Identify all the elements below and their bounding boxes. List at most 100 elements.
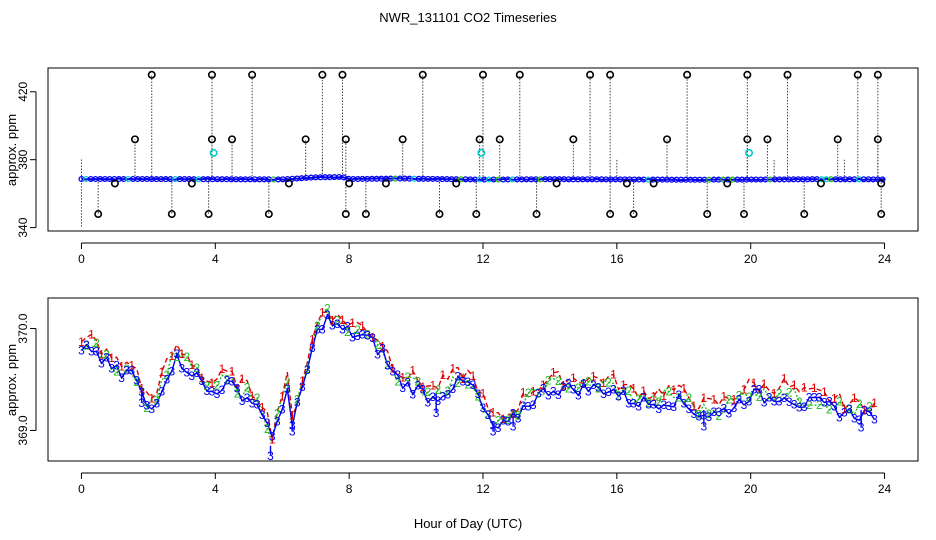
low-point: [435, 210, 444, 219]
dip-marker-3: 3: [138, 396, 145, 410]
x-tick-label: 8: [346, 252, 353, 266]
series-marker-1: 1: [439, 368, 446, 382]
series-marker-1: 1: [148, 391, 155, 405]
y-tick-label: 370.0: [16, 313, 30, 343]
series-marker-3: 3: [184, 366, 191, 380]
series-marker-2: 2: [264, 422, 271, 436]
series-marker-3: 3: [530, 398, 537, 412]
series-marker-3: 3: [680, 397, 687, 411]
series-marker-2: 2: [856, 397, 863, 411]
series-marker-1: 1: [590, 369, 597, 383]
series-marker-3: 3: [650, 398, 657, 412]
series-marker-3: 3: [113, 358, 120, 372]
series-marker-1: 1: [791, 378, 798, 392]
series-marker-1: 1: [530, 385, 537, 399]
series-marker-1: 1: [359, 319, 366, 333]
x-tick-label: 12: [476, 252, 490, 266]
series-marker-2: 2: [866, 399, 873, 413]
series-marker-1: 1: [178, 347, 185, 361]
series-marker-3: 3: [781, 391, 788, 405]
series-marker-1: 1: [831, 392, 838, 406]
series-marker-1: 1: [500, 412, 507, 426]
x-tick-label: 12: [476, 482, 490, 496]
x-axis-label: Hour of Day (UTC): [414, 516, 522, 531]
series-marker-1: 1: [279, 390, 286, 404]
spike-point-mid: [301, 135, 310, 144]
series-marker-1: 1: [510, 407, 517, 421]
series-marker-3: 3: [540, 382, 547, 396]
series-marker-1: 1: [108, 351, 115, 365]
series-marker-3: 3: [726, 407, 733, 421]
series-marker-2: 2: [194, 361, 201, 375]
x-tick-label: 24: [878, 482, 892, 496]
series-marker-3: 3: [731, 401, 738, 415]
spike-point-mid: [763, 135, 772, 144]
series-marker-1: 1: [630, 382, 637, 396]
series-marker-1: 1: [239, 372, 246, 386]
series-marker-3: 3: [189, 369, 196, 383]
series-marker-1: 1: [460, 372, 467, 386]
series-marker-2: 2: [314, 319, 321, 333]
series-marker-3: 3: [505, 415, 512, 429]
series-marker-1: 1: [700, 391, 707, 405]
series-marker-3: 3: [700, 408, 707, 422]
series-marker-1: 1: [841, 402, 848, 416]
near-base-point: [723, 179, 732, 188]
dip-marker-3: 3: [701, 419, 708, 433]
series-marker-3: 3: [269, 430, 276, 444]
series-marker-3: 3: [98, 356, 105, 370]
series-marker-1: 1: [861, 403, 868, 417]
near-base-point: [452, 179, 461, 188]
series-marker-2: 2: [625, 384, 632, 398]
series-marker-3: 3: [133, 374, 140, 388]
spike-point-mid: [131, 135, 140, 144]
low-point: [606, 210, 615, 219]
series-marker-1: 1: [219, 362, 226, 376]
series-marker-3: 3: [761, 396, 768, 410]
series-marker-3: 3: [204, 384, 211, 398]
near-base-point: [552, 179, 561, 188]
series-marker-1: 1: [249, 389, 256, 403]
series-marker-2: 2: [455, 376, 462, 390]
series-marker-3: 3: [660, 398, 667, 412]
series-marker-3: 3: [495, 421, 502, 435]
x-tick-label: 0: [78, 482, 85, 496]
dip-marker-3: 3: [267, 449, 274, 463]
series-marker-1: 1: [761, 377, 768, 391]
series-marker-3: 3: [349, 330, 356, 344]
series-marker-1: 1: [610, 367, 617, 381]
series-marker-3: 3: [470, 378, 477, 392]
series-marker-3: 3: [736, 393, 743, 407]
series-marker-3: 3: [831, 399, 838, 413]
series-marker-3: 3: [851, 412, 858, 426]
series-marker-3: 3: [178, 362, 185, 376]
series-marker-3: 3: [434, 394, 441, 408]
series-marker-1: 1: [309, 332, 316, 346]
series-marker-3: 3: [856, 413, 863, 427]
series-marker-3: 3: [826, 395, 833, 409]
spike-point-high: [318, 70, 327, 79]
spike-point-high: [743, 70, 752, 79]
series-marker-1: 1: [389, 361, 396, 375]
series-marker-2: 2: [635, 392, 642, 406]
series-marker-2: 2: [133, 375, 140, 389]
series-marker-1: 1: [199, 371, 206, 385]
series-marker-1: 1: [269, 432, 276, 446]
plot-frame-top: [47, 67, 919, 232]
series-marker-2: 2: [334, 314, 341, 328]
series-marker-2: 2: [515, 409, 522, 423]
series-marker-2: 2: [525, 386, 532, 400]
series-marker-1: 1: [660, 389, 667, 403]
dip-marker-3: 3: [490, 424, 497, 438]
series-marker-1: 1: [369, 330, 376, 344]
series-marker-3: 3: [796, 400, 803, 414]
spike-point-mid: [475, 135, 484, 144]
series-marker-1: 1: [98, 347, 105, 361]
x-tick-label: 20: [744, 252, 758, 266]
x-tick-label: 0: [78, 252, 85, 266]
series-marker-3: 3: [148, 402, 155, 416]
series-marker-3: 3: [445, 388, 452, 402]
spike-point-mid: [833, 135, 842, 144]
